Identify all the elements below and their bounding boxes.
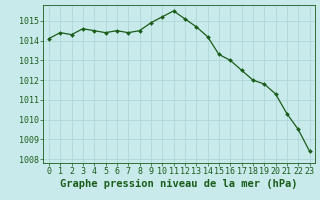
X-axis label: Graphe pression niveau de la mer (hPa): Graphe pression niveau de la mer (hPa) (60, 179, 298, 189)
